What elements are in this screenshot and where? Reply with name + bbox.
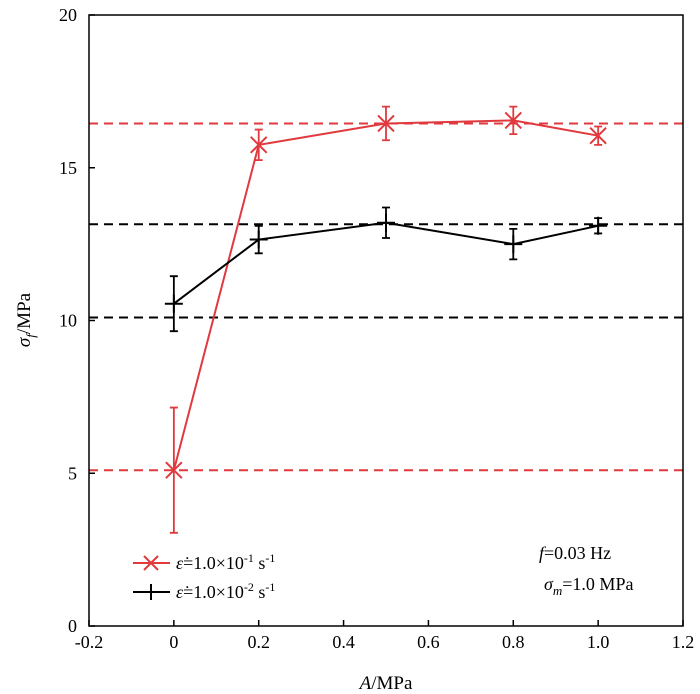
x-tick-label: 1.0 bbox=[587, 632, 610, 652]
x-tick-label: 0.6 bbox=[417, 632, 440, 652]
data-point bbox=[377, 114, 395, 133]
x-tick-label: 1.2 bbox=[672, 632, 695, 652]
data-point bbox=[165, 461, 183, 479]
data-point bbox=[250, 136, 268, 154]
legend: ε̇=1.0×10-1 s-1 ε̇=1.0×10-2 s-1 bbox=[133, 551, 275, 602]
x-tick-label: 0.8 bbox=[502, 632, 525, 652]
series-layer bbox=[164, 105, 608, 534]
data-point bbox=[504, 235, 523, 254]
y-tick-label: 10 bbox=[59, 311, 77, 331]
x-tick-label: 0.2 bbox=[247, 632, 270, 652]
series-line bbox=[172, 119, 599, 471]
legend-text-1: ε̇=1.0×10-1 s-1 bbox=[176, 551, 275, 573]
y-tick-label: 15 bbox=[59, 158, 77, 178]
annotation-mean-stress: σm=1.0 MPa bbox=[544, 574, 633, 598]
reference-lines bbox=[89, 122, 683, 472]
data-point bbox=[377, 213, 395, 232]
x-tick-label: 0.4 bbox=[332, 632, 355, 652]
annotation-frequency: f=0.03 Hz bbox=[539, 543, 611, 563]
y-tick-label: 20 bbox=[59, 5, 77, 25]
y-axis-title: σf/MPa bbox=[14, 292, 38, 347]
x-tick-label: 0 bbox=[169, 632, 178, 652]
y-tick-label: 5 bbox=[68, 463, 77, 483]
data-point bbox=[249, 230, 268, 249]
y-tick-label: 0 bbox=[68, 616, 77, 636]
legend-text-2: ε̇=1.0×10-2 s-1 bbox=[176, 580, 275, 602]
data-point bbox=[589, 216, 608, 235]
data-point bbox=[504, 111, 522, 130]
x-axis-title: A/MPa bbox=[358, 673, 413, 694]
legend-marker-1 bbox=[143, 555, 159, 571]
x-tick-label: -0.2 bbox=[75, 632, 104, 652]
annotation: f=0.03 Hz σm=1.0 MPa bbox=[539, 543, 633, 598]
data-point bbox=[164, 294, 183, 313]
data-point bbox=[589, 126, 607, 145]
